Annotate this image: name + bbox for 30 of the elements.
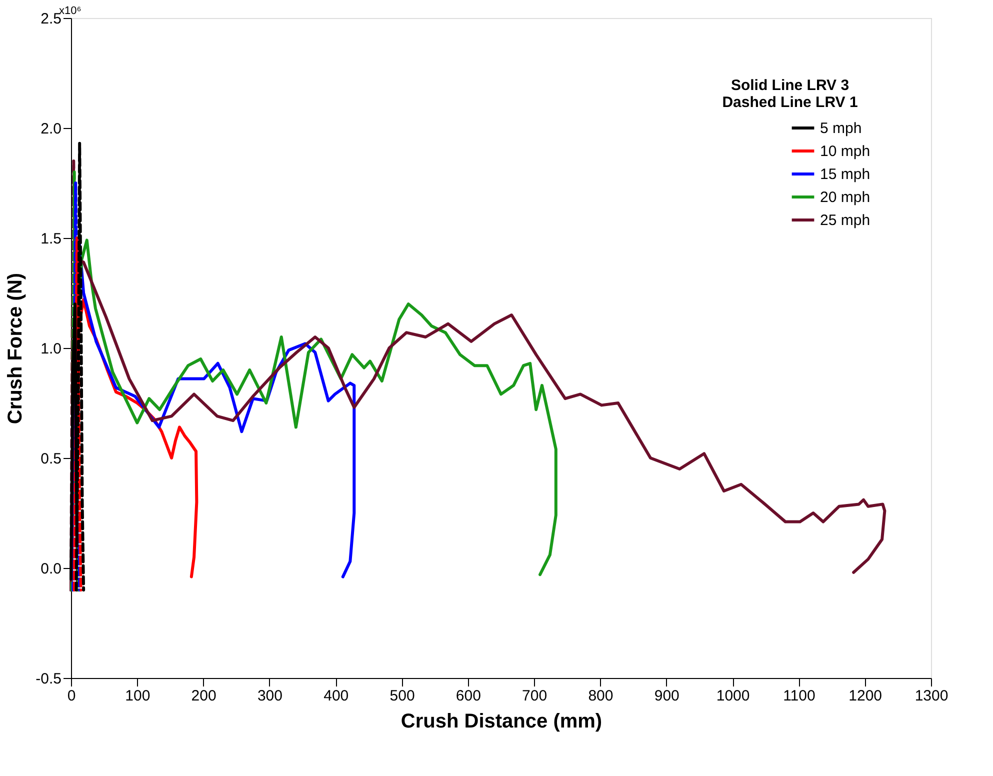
x-tick-label: 1300 [914, 688, 948, 704]
y-tick-label: 2.5 [40, 10, 62, 28]
y-axis-title: Crush Force (N) [4, 272, 27, 424]
x-tick-label: 700 [522, 688, 548, 704]
legend-label: 25 mph [820, 212, 870, 229]
legend-label: 5 mph [820, 120, 862, 137]
x-tick-label: 300 [257, 688, 282, 704]
x-tick-label: 800 [588, 688, 614, 704]
x-tick-label: 0 [67, 688, 76, 704]
y-tick-label: 0.0 [40, 560, 62, 578]
y-tick-label: 0.5 [40, 450, 62, 468]
y-tick-label: -0.5 [36, 670, 62, 688]
text: x10⁶ [59, 5, 82, 17]
x-tick-label: 500 [390, 688, 415, 704]
x-axis-title: Crush Distance (mm) [400, 710, 602, 732]
legend-label: 10 mph [820, 143, 870, 160]
x-tick-label: 1000 [716, 688, 750, 704]
x-tick-label: 900 [654, 688, 680, 704]
x-tick-label: 600 [456, 688, 481, 704]
legend-label: 20 mph [820, 189, 870, 206]
x-tick-label: 200 [191, 688, 216, 704]
x-tick-label: 100 [125, 688, 150, 704]
legend-label: 15 mph [820, 166, 870, 183]
x-tick-label: 400 [324, 688, 349, 704]
x-tick-label: 1100 [783, 688, 816, 704]
x-tick-label: 1200 [848, 688, 882, 704]
legend-title: Solid Line LRV 3 Dashed Line LRV 1 [722, 77, 858, 111]
y-tick-label: 1.5 [40, 230, 62, 248]
y-tick-label: 2.0 [40, 120, 62, 138]
y-tick-label: 1.0 [40, 340, 62, 358]
